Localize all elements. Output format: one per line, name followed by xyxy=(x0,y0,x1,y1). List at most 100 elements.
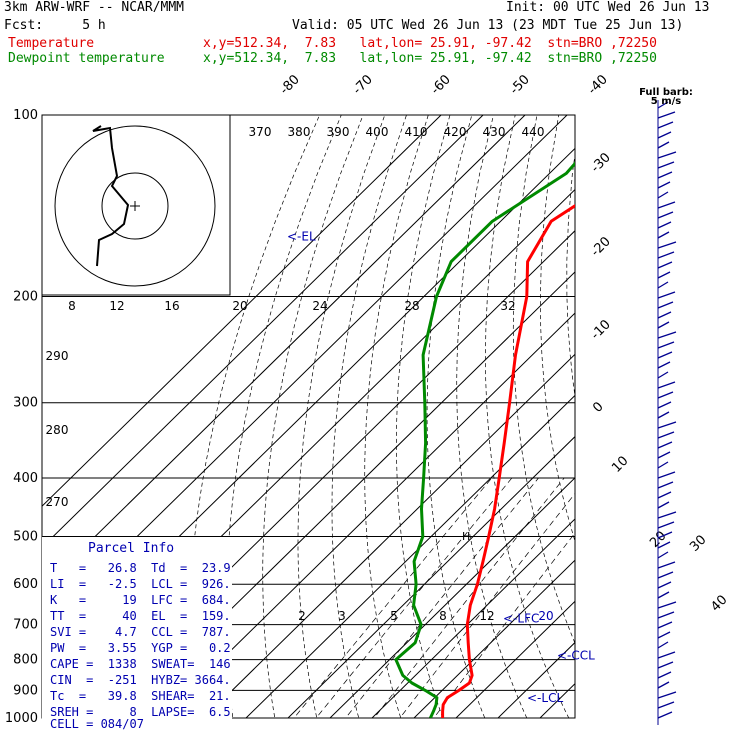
temperature-tick-label: -70 xyxy=(350,72,376,98)
dry-adiabat-line xyxy=(262,115,364,718)
temperature-location: x,y=512.34, 7.83 lat,lon= 25.91, -97.42 … xyxy=(203,36,657,51)
wind-barb xyxy=(657,231,670,239)
wind-barb xyxy=(657,511,677,519)
wind-barb xyxy=(657,681,670,689)
kts-tick-label: 12 xyxy=(109,299,124,313)
hodograph-frame xyxy=(41,114,231,296)
wind-barb xyxy=(657,341,675,349)
wind-barb xyxy=(657,411,670,419)
parcel-marker-label: <-EL xyxy=(287,229,316,243)
wind-barb xyxy=(657,201,676,209)
parcel-info-panel: Parcel Info T = 26.8 Td = 23.9 LI = -2.5… xyxy=(42,537,232,731)
parcel-marker-label: <-CCL xyxy=(557,648,595,662)
mixing-ratio-label: 3 xyxy=(338,609,346,623)
hodograph-ring xyxy=(101,172,169,240)
hodograph-trace xyxy=(92,125,130,267)
wind-barb xyxy=(657,581,672,589)
isotherm-line xyxy=(245,394,575,718)
theta-label: 410 xyxy=(405,125,428,139)
pressure-tick-label: 900 xyxy=(13,683,38,698)
dry-adiabat-line xyxy=(297,115,386,718)
wind-barb xyxy=(657,171,673,179)
dry-adiabat-label: 270 xyxy=(46,495,69,509)
wind-barb xyxy=(657,301,674,309)
dewpoint-label: Dewpoint temperature xyxy=(8,51,165,66)
wind-barb xyxy=(657,381,676,389)
parcel-row: CIN = -251 HYBZ= 3664. xyxy=(50,673,231,687)
hodograph-ring xyxy=(54,125,216,287)
dry-adiabat-label: 280 xyxy=(46,423,69,437)
pressure-tick-label: 800 xyxy=(13,653,38,668)
isotherm-line xyxy=(42,115,484,549)
mixing-ratio-line xyxy=(293,477,492,718)
wind-barb xyxy=(657,591,670,599)
dry-adiabat-label: 290 xyxy=(46,349,69,363)
kts-tick-label: 28 xyxy=(404,299,419,313)
isotherm-line xyxy=(42,115,442,507)
pressure-tick-label: 600 xyxy=(13,577,38,592)
wind-barb xyxy=(657,101,669,109)
isotherm-line xyxy=(455,600,575,718)
wind-barb xyxy=(657,141,670,149)
temperature-tick-label: 40 xyxy=(708,593,730,615)
temperature-tick-label: -50 xyxy=(507,72,533,98)
wind-barb xyxy=(657,571,674,579)
wind-barb xyxy=(657,671,672,679)
wind-barb xyxy=(657,551,669,559)
dry-adiabat-line xyxy=(485,115,570,718)
temperature-label: Temperature xyxy=(8,36,95,51)
dry-adiabat-line xyxy=(364,115,429,718)
dry-adiabat-line xyxy=(617,115,740,731)
wind-barb xyxy=(657,131,672,139)
temperature-tick-label: 0 xyxy=(590,399,606,415)
wind-barb xyxy=(657,271,671,279)
wind-barb xyxy=(657,191,669,199)
theta-label: 370 xyxy=(249,125,272,139)
parcel-row: Tc = 39.8 SHEAR= 21. xyxy=(50,689,231,703)
wind-barb xyxy=(657,281,669,289)
wind-barb xyxy=(657,601,677,609)
wind-barb xyxy=(657,391,674,399)
wind-barb xyxy=(657,481,674,489)
dry-adiabat-line xyxy=(512,115,575,645)
wind-barb-legend: 5 m/s xyxy=(651,96,682,107)
wind-barb xyxy=(657,711,673,719)
parcel-marker-label: <-LFC xyxy=(503,612,539,626)
wind-barb xyxy=(657,531,673,539)
wind-barb xyxy=(657,521,675,529)
wind-barb xyxy=(657,451,671,459)
mixing-ratio-label: 8 xyxy=(439,609,447,623)
kts-tick-label: 16 xyxy=(164,299,179,313)
wind-barb xyxy=(657,691,677,699)
isotherm-line xyxy=(42,115,526,590)
pressure-tick-label: 500 xyxy=(13,529,38,544)
dry-adiabat-line xyxy=(331,115,407,718)
wind-barb xyxy=(657,361,671,369)
wind-barb xyxy=(657,371,669,379)
temperature-profile-line xyxy=(441,204,575,718)
dry-adiabat-line xyxy=(456,115,528,718)
isotherm-line xyxy=(329,477,575,718)
forecast-hour: Fcst: 5 h xyxy=(4,18,106,33)
temperature-tick-label: 10 xyxy=(609,454,631,476)
theta-label: 400 xyxy=(366,125,389,139)
temperature-tick-label: -10 xyxy=(588,317,614,343)
mixing-ratio-label: 12 xyxy=(479,609,494,623)
temperature-tick-label: -30 xyxy=(588,150,614,176)
dry-adiabat-line xyxy=(642,115,740,731)
dewpoint-location: x,y=512.34, 7.83 lat,lon= 25.91, -97.42 … xyxy=(203,51,657,66)
parcel-row: LI = -2.5 LCL = 926. xyxy=(50,577,231,591)
isotherm-line xyxy=(569,115,740,731)
mixing-ratio-label: 2 xyxy=(298,609,306,623)
wind-barb xyxy=(657,251,675,259)
dry-adiabat-line xyxy=(733,115,740,731)
wind-barb xyxy=(657,331,677,339)
isotherm-line xyxy=(539,682,575,718)
parcel-row: K = 19 LFC = 684. xyxy=(50,593,231,607)
dry-adiabat-line xyxy=(566,152,575,399)
kts-tick-label: 32 xyxy=(500,299,515,313)
parcel-row: SREH = 8 LAPSE= 6.5 xyxy=(50,705,231,719)
wind-barb xyxy=(657,181,671,189)
pressure-tick-label: 700 xyxy=(13,618,38,633)
